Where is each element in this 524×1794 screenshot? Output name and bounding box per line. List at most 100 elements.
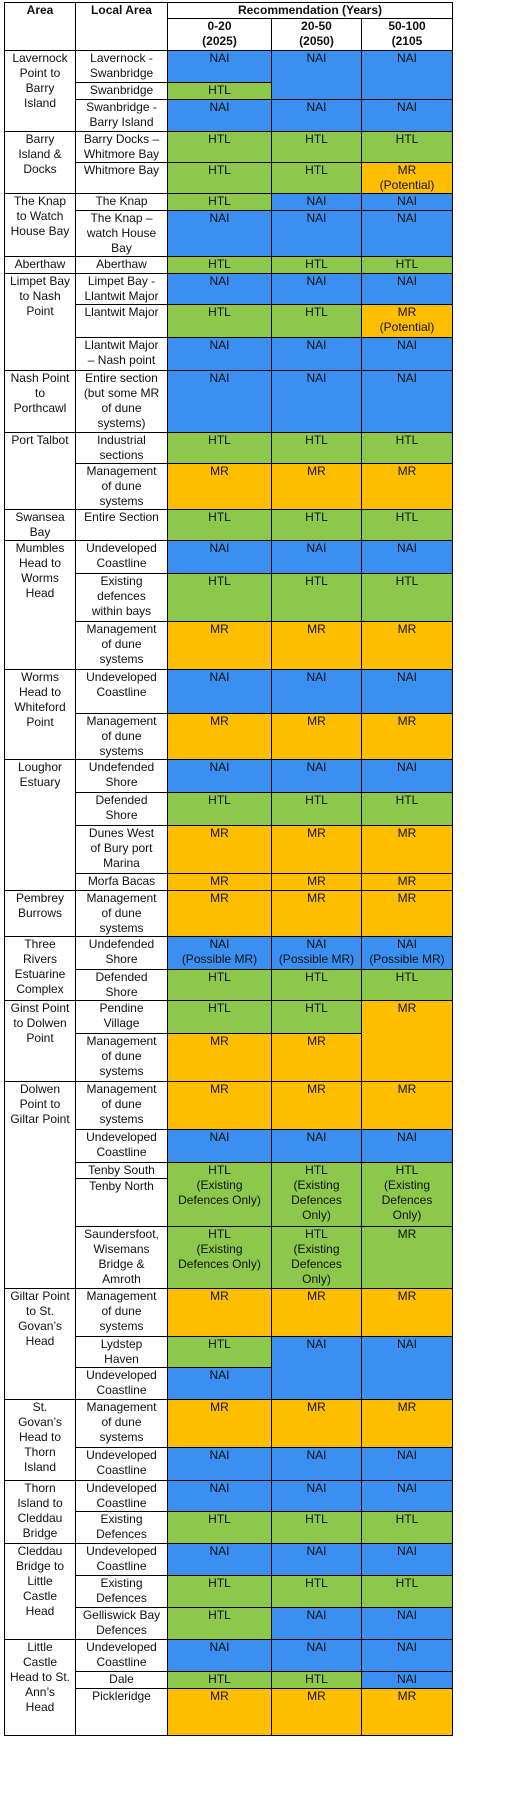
rec-cell-50-100: MR (Potential) xyxy=(361,162,453,194)
rec-cell-0-20: HTL xyxy=(167,82,272,100)
rec-cell-0-20: MR xyxy=(167,713,272,760)
rec-cell-20-50: HTL xyxy=(271,304,362,338)
period-header-50-100: 50-100 (2105 xyxy=(361,18,453,51)
local-area-header: Local Area xyxy=(75,2,168,51)
rec-cell-20-50: NAI xyxy=(271,337,362,371)
rec-cell-0-20: HTL xyxy=(167,1000,272,1034)
rec-cell-0-20: NAI (Possible MR) xyxy=(167,936,272,970)
rec-cell-50-100: HTL (Existing Defences Only) xyxy=(361,1162,453,1227)
local-area-cell: Undeveloped Coastline xyxy=(75,1367,168,1400)
rec-cell-20-50: MR xyxy=(271,1288,362,1337)
rec-cell-20-50: HTL xyxy=(271,256,362,274)
recommendation-header: Recommendation (Years) xyxy=(167,2,453,19)
area-cell: Mumbles Head to Worms Head xyxy=(4,540,76,670)
local-area-cell: Lavernock - Swanbridge xyxy=(75,50,168,83)
rec-cell-0-20: NAI xyxy=(167,273,272,305)
rec-cell-50-100: MR xyxy=(361,1081,453,1130)
rec-cell-0-20: HTL xyxy=(167,1511,272,1544)
rec-cell-50-100: HTL xyxy=(361,792,453,826)
rec-cell-50-100: MR xyxy=(361,713,453,760)
rec-cell-20-50: NAI xyxy=(271,370,362,433)
area-cell: Thorn Island to Cleddau Bridge xyxy=(4,1480,76,1544)
rec-cell-20-50: NAI xyxy=(271,669,362,714)
rec-cell-0-20: HTL (Existing Defences Only) xyxy=(167,1226,272,1289)
rec-cell-50-100: MR xyxy=(361,1288,453,1337)
rec-cell-0-20: HTL xyxy=(167,1336,272,1368)
rec-cell-0-20: HTL xyxy=(167,792,272,826)
recommendation-table: Area Local Area Recommendation (Years) 0… xyxy=(4,2,453,1736)
rec-cell-50-100: NAI xyxy=(361,210,453,257)
local-area-cell: Tenby North xyxy=(75,1178,168,1227)
rec-cell-0-20: NAI xyxy=(167,370,272,433)
rec-cell-20-50: HTL xyxy=(271,1575,362,1608)
local-area-cell: Undeveloped Coastline xyxy=(75,1447,168,1481)
local-area-cell: Undeveloped Coastline xyxy=(75,1129,168,1163)
local-area-cell: The Knap xyxy=(75,193,168,211)
rec-cell-0-20: HTL xyxy=(167,256,272,274)
local-area-cell: Industrial sections xyxy=(75,432,168,464)
rec-cell-20-50: NAI xyxy=(271,1639,362,1672)
rec-cell-20-50: NAI xyxy=(271,273,362,305)
rec-cell-50-100: HTL xyxy=(361,573,453,622)
local-area-cell: Llantwit Major xyxy=(75,304,168,338)
local-area-cell: Tenby South xyxy=(75,1162,168,1179)
local-area-cell: Entire section (but some MR of dune syst… xyxy=(75,370,168,433)
rec-cell-50-100: NAI (Possible MR) xyxy=(361,936,453,970)
rec-cell-0-20: MR xyxy=(167,1399,272,1448)
rec-cell-50-100: HTL xyxy=(361,509,453,541)
rec-cell-50-100: NAI xyxy=(361,1480,453,1512)
local-area-cell: Swanbridge xyxy=(75,82,168,100)
rec-cell-0-20: MR xyxy=(167,1081,272,1130)
rec-cell-0-20: MR xyxy=(167,873,272,891)
local-area-cell: Defended Shore xyxy=(75,792,168,826)
area-cell: Loughor Estuary xyxy=(4,759,76,891)
rec-cell-20-50: NAI xyxy=(271,50,362,100)
rec-cell-50-100: NAI xyxy=(361,99,453,132)
local-area-cell: Undeveloped Coastline xyxy=(75,1543,168,1576)
local-area-cell: Swanbridge - Barry Island xyxy=(75,99,168,132)
rec-cell-50-100: HTL xyxy=(361,1575,453,1608)
rec-cell-0-20: MR xyxy=(167,1288,272,1337)
rec-cell-50-100: NAI xyxy=(361,669,453,714)
rec-cell-50-100: MR xyxy=(361,463,453,510)
rec-cell-0-20: HTL (Existing Defences Only) xyxy=(167,1162,272,1227)
rec-cell-20-50: NAI xyxy=(271,210,362,257)
rec-cell-20-50: MR xyxy=(271,890,362,937)
local-area-cell: Undeveloped Coastline xyxy=(75,1480,168,1512)
area-cell: St. Govan’s Head to Thorn Island xyxy=(4,1399,76,1481)
rec-cell-20-50: MR xyxy=(271,1033,362,1082)
rec-cell-50-100: NAI xyxy=(361,1543,453,1576)
rec-cell-20-50: MR xyxy=(271,1081,362,1130)
rec-cell-20-50: HTL (Existing Defences Only) xyxy=(271,1226,362,1289)
local-area-cell: Gelliswick Bay Defences xyxy=(75,1607,168,1640)
local-area-cell: Management of dune systems xyxy=(75,463,168,510)
rec-cell-20-50: NAI (Possible MR) xyxy=(271,936,362,970)
local-area-cell: Management of dune systems xyxy=(75,713,168,760)
rec-cell-50-100: MR xyxy=(361,1399,453,1448)
area-cell: The Knap to Watch House Bay xyxy=(4,193,76,257)
rec-cell-0-20: HTL xyxy=(167,193,272,211)
rec-cell-20-50: MR xyxy=(271,1688,362,1736)
local-area-cell: Management of dune systems xyxy=(75,1288,168,1337)
local-area-cell: Management of dune systems xyxy=(75,1033,168,1082)
rec-cell-20-50: NAI xyxy=(271,1607,362,1640)
rec-cell-0-20: MR xyxy=(167,463,272,510)
rec-cell-20-50: NAI xyxy=(271,1336,362,1400)
rec-cell-50-100: MR xyxy=(361,621,453,670)
rec-cell-0-20: MR xyxy=(167,621,272,670)
rec-cell-0-20: HTL xyxy=(167,1671,272,1689)
area-header: Area xyxy=(4,2,76,51)
area-cell: Worms Head to Whiteford Point xyxy=(4,669,76,760)
local-area-cell: Dunes West of Bury port Marina xyxy=(75,825,168,874)
rec-cell-0-20: NAI xyxy=(167,669,272,714)
rec-cell-20-50: NAI xyxy=(271,99,362,132)
local-area-cell: Management of dune systems xyxy=(75,890,168,937)
local-area-cell: Undeveloped Coastline xyxy=(75,540,168,574)
rec-cell-20-50: HTL xyxy=(271,1511,362,1544)
local-area-cell: Barry Docks – Whitmore Bay xyxy=(75,131,168,163)
area-cell: Three Rivers Estuarine Complex xyxy=(4,936,76,1001)
local-area-cell: Whitmore Bay xyxy=(75,162,168,194)
rec-cell-20-50: HTL (Existing Defences Only) xyxy=(271,1162,362,1227)
rec-cell-50-100: MR xyxy=(361,1226,453,1289)
local-area-cell: Limpet Bay - Llantwit Major xyxy=(75,273,168,305)
